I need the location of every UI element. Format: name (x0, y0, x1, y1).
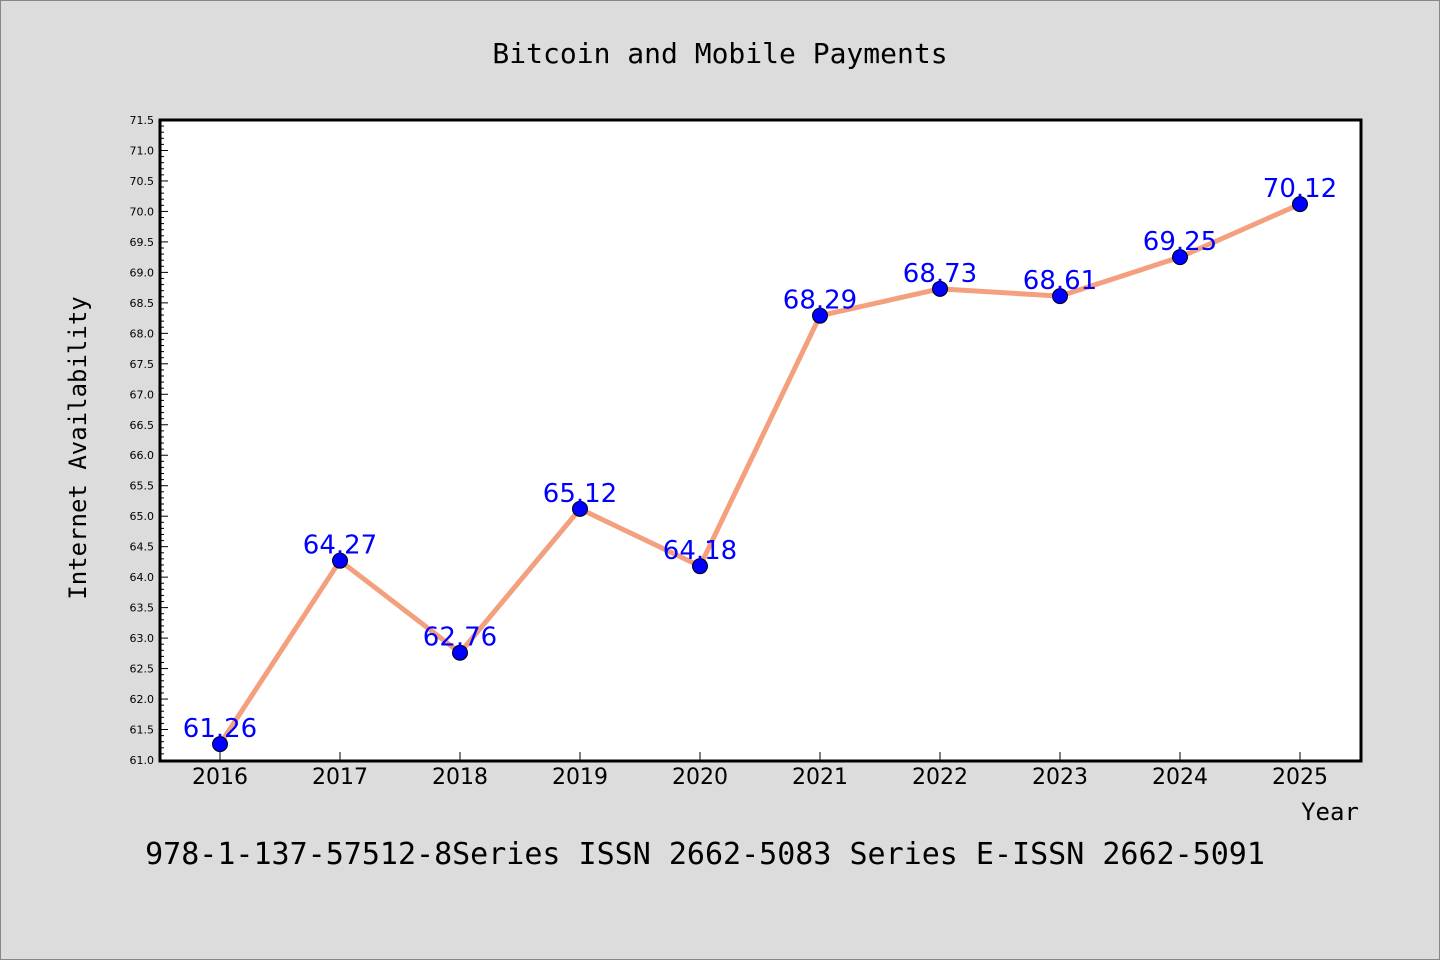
y-tick-label: 70.5 (130, 175, 155, 188)
data-value-label: 68.61 (1023, 266, 1097, 296)
y-tick-label: 62.5 (130, 663, 155, 676)
x-tick-label: 2019 (552, 765, 608, 790)
footer-isbn-text: 978-1-137-57512-8Series ISSN 2662-5083 S… (145, 837, 1265, 872)
data-labels: 61.26 64.27 62.76 65.12 64.18 68.29 68.73 68.61… (183, 174, 1337, 744)
y-tick-label: 68.5 (130, 297, 155, 310)
x-tick-label: 2020 (672, 765, 728, 790)
data-point-marker (332, 552, 348, 569)
y-tick-label: 64.0 (130, 571, 155, 584)
data-point-marker (1052, 288, 1068, 305)
y-tick-label: 67.0 (130, 388, 155, 401)
y-tick-label: 65.0 (130, 510, 155, 523)
x-tick-label: 2024 (1152, 765, 1208, 790)
chart-title: Bitcoin and Mobile Payments (492, 37, 947, 70)
y-tick-label: 63.0 (130, 632, 155, 645)
y-tick-label: 67.5 (130, 358, 155, 371)
x-axis-label: Year (1301, 798, 1359, 826)
data-point-marker (1292, 196, 1308, 213)
y-tick-label: 71.0 (130, 144, 155, 157)
x-tick-label: 2017 (312, 765, 368, 790)
x-tick-label: 2018 (432, 765, 488, 790)
y-tick-label: 70.0 (130, 205, 155, 218)
x-tick-label: 2021 (792, 765, 848, 790)
data-value-label: 65.12 (543, 479, 617, 509)
series-line (217, 201, 1303, 747)
y-tick-label: 63.5 (130, 602, 155, 615)
y-tick-label: 69.5 (130, 236, 155, 249)
y-tick-label: 71.5 (130, 114, 155, 127)
data-value-label: 64.27 (303, 531, 377, 561)
y-tick-label: 61.0 (130, 754, 155, 767)
data-value-label: 61.26 (183, 714, 257, 744)
y-tick-label: 66.0 (130, 449, 155, 462)
data-value-label: 68.73 (903, 259, 977, 289)
y-tick-label: 62.0 (130, 693, 155, 706)
y-tick-label: 64.5 (130, 541, 155, 554)
y-axis-label: Internet Availability (64, 296, 92, 599)
x-tick-label: 2023 (1032, 765, 1088, 790)
data-value-label: 68.29 (783, 286, 857, 316)
data-point-marker (932, 280, 948, 297)
data-series (212, 196, 1308, 753)
data-value-label: 64.18 (663, 536, 737, 566)
data-point-marker (692, 558, 708, 575)
data-point-marker (212, 736, 228, 753)
data-value-label: 69.25 (1143, 227, 1217, 257)
plot-frame (158, 118, 1363, 763)
y-axis-ticks: 61.0 61.5 62.0 62.5 63.0 63.5 64.0 64.5 65.0 65.5… (130, 114, 168, 767)
y-tick-label: 65.5 (130, 480, 155, 493)
x-tick-label: 2025 (1272, 765, 1328, 790)
data-point-marker (572, 500, 588, 517)
y-tick-label: 69.0 (130, 266, 155, 279)
x-tick-label: 2016 (192, 765, 248, 790)
x-tick-label: 2022 (912, 765, 968, 790)
data-point-marker (1172, 249, 1188, 266)
y-tick-label: 68.0 (130, 327, 155, 340)
data-value-label: 62.76 (423, 623, 497, 653)
data-point-marker (452, 644, 468, 661)
y-tick-label: 61.5 (130, 724, 155, 737)
data-point-marker (812, 307, 828, 324)
data-value-label: 70.12 (1263, 174, 1337, 204)
x-axis-ticks: 2016 2017 2018 2019 2020 2021 2022 2023 2024 2025 (192, 752, 1328, 790)
y-tick-label: 66.5 (130, 419, 155, 432)
